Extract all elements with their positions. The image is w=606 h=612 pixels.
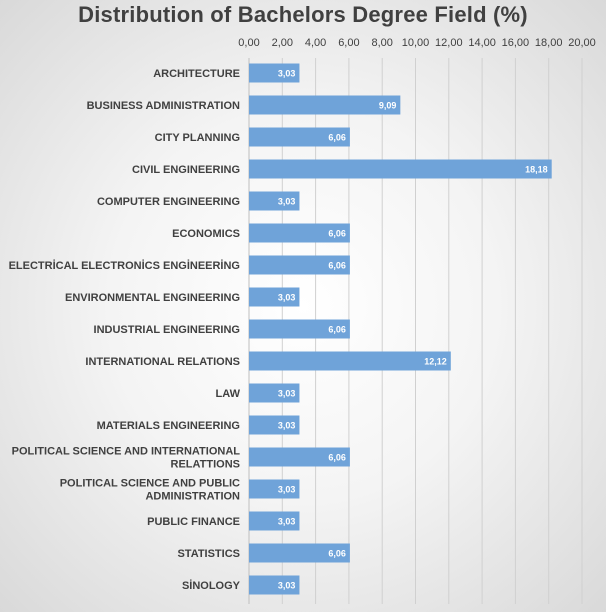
x-tick-label: 6,00 [338, 37, 359, 49]
data-label: 18,18 [525, 165, 548, 175]
bar [249, 127, 350, 147]
x-tick-label: 10,00 [402, 37, 430, 49]
data-label: 3,03 [278, 581, 296, 591]
x-tick-label: 0,00 [238, 37, 259, 49]
x-tick-label: 4,00 [305, 37, 326, 49]
data-label: 6,06 [328, 549, 346, 559]
data-label: 3,03 [278, 293, 296, 303]
bar [249, 63, 300, 83]
bar [249, 191, 300, 211]
data-label: 3,03 [278, 421, 296, 431]
bar [249, 223, 350, 243]
bar [249, 543, 350, 563]
chart-title: Distribution of Bachelors Degree Field (… [78, 2, 528, 27]
category-label: ENVIRONMENTAL ENGINEERING [65, 292, 240, 304]
category-label: BUSINESS ADMINISTRATION [87, 100, 240, 112]
bar [249, 319, 350, 339]
bar [249, 95, 401, 115]
category-label: STATISTICS [177, 548, 240, 560]
category-label: CIVIL ENGINEERING [132, 164, 240, 176]
data-label: 3,03 [278, 69, 296, 79]
data-label: 6,06 [328, 453, 346, 463]
data-label: 12,12 [424, 357, 447, 367]
category-label: RELATTIONS [171, 459, 240, 471]
data-label: 6,06 [328, 133, 346, 143]
x-tick-label: 12,00 [435, 37, 463, 49]
bar [249, 383, 300, 403]
x-tick-label: 18,00 [535, 37, 563, 49]
category-label: COMPUTER ENGINEERING [97, 196, 240, 208]
data-label: 6,06 [328, 261, 346, 271]
bar [249, 351, 451, 371]
data-label: 3,03 [278, 197, 296, 207]
category-label: ELECTRİCAL ELECTRONİCS ENGİNEERİNG [9, 259, 240, 272]
category-label: POLITICAL SCIENCE AND PUBLIC [60, 478, 240, 490]
category-label: ARCHITECTURE [153, 68, 240, 80]
bar [249, 159, 552, 179]
data-label: 3,03 [278, 485, 296, 495]
data-label: 3,03 [278, 389, 296, 399]
x-tick-label: 14,00 [468, 37, 496, 49]
x-tick-label: 16,00 [502, 37, 530, 49]
data-label: 3,03 [278, 517, 296, 527]
bar [249, 479, 300, 499]
category-label: PUBLIC FINANCE [147, 516, 240, 528]
x-tick-label: 20,00 [568, 37, 596, 49]
category-label: POLITICAL SCIENCE AND INTERNATIONAL [12, 446, 241, 458]
data-label: 6,06 [328, 325, 346, 335]
category-label: ADMINISTRATION [145, 491, 240, 503]
category-label: MATERIALS ENGINEERING [97, 420, 240, 432]
bar [249, 447, 350, 467]
category-label: INDUSTRIAL ENGINEERING [94, 324, 240, 336]
data-label: 9,09 [379, 101, 397, 111]
bar [249, 415, 300, 435]
bar [249, 575, 300, 595]
category-label: LAW [216, 388, 241, 400]
bar [249, 287, 300, 307]
category-label: ECONOMICS [172, 228, 240, 240]
bar [249, 255, 350, 275]
category-label: CITY PLANNING [155, 132, 240, 144]
data-label: 6,06 [328, 229, 346, 239]
bar [249, 511, 300, 531]
x-tick-label: 8,00 [371, 37, 392, 49]
category-label: SİNOLOGY [182, 579, 241, 592]
x-tick-label: 2,00 [272, 37, 293, 49]
category-label: INTERNATIONAL RELATIONS [85, 356, 240, 368]
